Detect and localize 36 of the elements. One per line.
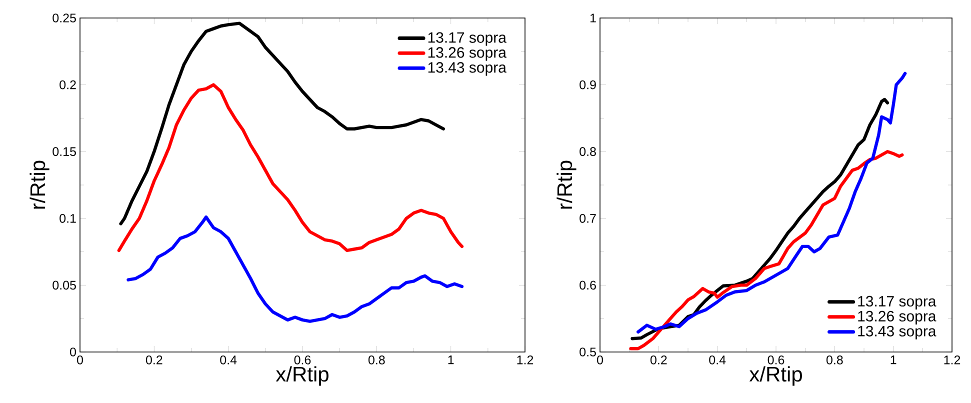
x-tick-label: 0.4 [709,356,726,364]
x-tick-label: 1 [890,356,896,364]
x-axis-title: x/Rtip [749,366,802,386]
x-tick-label: 0 [597,356,603,364]
y-tick-label: 0.25 [52,14,76,22]
legend-label: 13.26 sopra [428,47,506,61]
x-axis-title: x/Rtip [276,366,328,386]
y-axis-title: r/Rtip [556,160,576,209]
y-tick-label: 0.1 [60,214,76,223]
x-tick-label: 0 [77,356,83,364]
legend-label: 13.17 sopra [428,32,506,46]
y-tick-label: 0.9 [580,80,596,90]
legend-label: 13.43 sopra [428,62,506,76]
y-tick-label: 0.6 [580,280,596,290]
legend-label: 13.17 sopra [858,296,936,310]
x-tick-label: 0.8 [826,356,843,364]
x-tick-label: 0.4 [220,356,237,364]
x-tick-label: 0.8 [368,356,385,364]
y-tick-label: 0.05 [52,280,76,290]
y-tick-label: 0.8 [580,147,596,156]
x-tick-label: 1.2 [944,356,960,364]
y-tick-label: 0.7 [580,214,596,223]
y-tick-label: 0.15 [52,147,76,156]
x-tick-label: 1.2 [517,356,534,364]
legend-label: 13.43 sopra [858,326,936,340]
y-tick-label: 0.5 [580,348,596,356]
y-tick-label: 0 [70,348,76,356]
legend-label: 13.26 sopra [858,310,936,324]
x-tick-label: 0.2 [146,356,162,364]
y-tick-label: 1 [590,14,596,22]
x-tick-label: 0.6 [768,356,784,364]
x-tick-label: 0.2 [650,356,667,364]
x-tick-label: 0.6 [294,356,311,364]
x-tick-label: 1 [448,356,454,364]
y-axis-title: r/Rtip [30,160,50,209]
y-tick-label: 0.2 [60,80,76,90]
